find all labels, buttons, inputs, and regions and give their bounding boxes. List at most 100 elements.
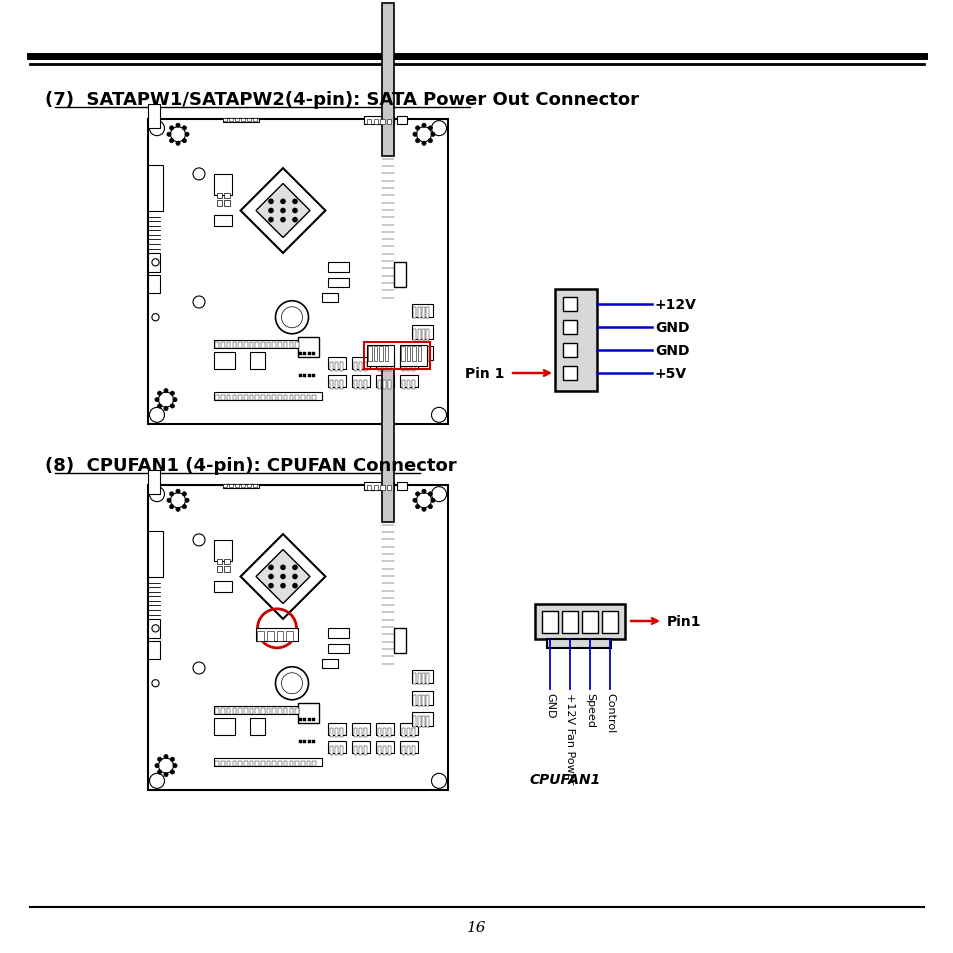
Bar [290, 760, 293, 766]
Bar [241, 485, 244, 488]
Text: 16: 16 [467, 920, 486, 934]
Bar [148, 470, 160, 495]
Bar [213, 215, 232, 227]
Bar [335, 363, 338, 372]
Bar [364, 482, 394, 490]
Bar [367, 120, 371, 126]
Bar [601, 612, 618, 634]
Bar [233, 343, 236, 349]
Bar [417, 330, 420, 340]
Circle shape [193, 296, 205, 309]
Bar [412, 728, 415, 737]
Bar [213, 581, 232, 592]
Bar [261, 708, 264, 715]
Bar [223, 119, 227, 122]
Bar [426, 308, 429, 319]
Bar [233, 760, 236, 766]
Bar [359, 381, 362, 390]
Text: Pin 1: Pin 1 [464, 367, 504, 380]
Circle shape [281, 673, 302, 694]
Circle shape [164, 773, 168, 777]
Bar [250, 353, 265, 370]
Bar [383, 381, 386, 390]
Bar [253, 485, 256, 488]
Circle shape [154, 398, 159, 402]
Circle shape [154, 763, 159, 768]
Bar [354, 381, 357, 390]
Circle shape [421, 508, 426, 512]
Bar [312, 719, 314, 721]
Bar [399, 345, 427, 367]
Bar [402, 363, 405, 372]
Circle shape [182, 127, 186, 131]
Circle shape [413, 498, 416, 503]
Bar [148, 640, 160, 659]
Bar [290, 395, 293, 401]
Circle shape [280, 566, 285, 570]
Bar [213, 174, 232, 196]
Text: +12V: +12V [655, 297, 696, 312]
Text: GND: GND [544, 692, 555, 718]
Bar [388, 728, 391, 737]
Bar [322, 294, 338, 303]
Bar [261, 760, 264, 766]
Bar [250, 395, 253, 401]
Bar [224, 201, 230, 207]
Bar [290, 343, 293, 349]
Bar [339, 363, 343, 372]
Bar [426, 695, 429, 706]
Bar [328, 629, 349, 638]
Text: GND: GND [655, 344, 689, 357]
Circle shape [150, 408, 164, 423]
Bar [354, 746, 357, 755]
Text: (7)  SATAPW1/SATAPW2(4-pin): SATA Power Out Connector: (7) SATAPW1/SATAPW2(4-pin): SATA Power O… [45, 91, 639, 109]
Bar [562, 297, 577, 312]
Circle shape [293, 575, 296, 579]
Bar [426, 351, 429, 361]
Bar [562, 367, 577, 380]
Circle shape [172, 763, 177, 768]
Bar [388, 746, 391, 755]
Bar [339, 381, 343, 390]
Bar [216, 559, 222, 565]
Bar [295, 395, 298, 401]
Circle shape [275, 301, 308, 335]
Bar [255, 760, 258, 766]
Circle shape [293, 209, 296, 213]
Circle shape [416, 494, 431, 508]
Bar [381, 4, 394, 156]
Bar [278, 760, 281, 766]
Bar [407, 746, 410, 755]
Bar [380, 485, 384, 491]
Bar [555, 290, 597, 392]
Bar [384, 347, 388, 362]
Bar [417, 347, 421, 362]
Circle shape [164, 755, 168, 759]
Bar [297, 337, 318, 357]
Bar [244, 708, 248, 715]
Text: CPUFAN1: CPUFAN1 [530, 772, 600, 786]
Bar [307, 740, 311, 743]
Circle shape [175, 124, 180, 129]
Bar [273, 343, 275, 349]
Circle shape [421, 124, 426, 129]
Circle shape [157, 404, 162, 409]
Bar [250, 719, 265, 736]
Circle shape [185, 133, 189, 137]
Bar [330, 363, 333, 372]
Bar [229, 119, 233, 122]
Bar [374, 485, 377, 491]
Bar [247, 485, 251, 488]
Bar [328, 375, 346, 388]
Circle shape [152, 679, 159, 687]
Bar [255, 708, 258, 715]
Bar [223, 485, 258, 489]
Bar [426, 717, 429, 727]
Circle shape [182, 505, 186, 509]
Circle shape [431, 133, 435, 137]
Bar [421, 351, 424, 361]
Circle shape [164, 407, 168, 412]
Bar [247, 119, 251, 122]
Bar [244, 343, 248, 349]
Bar [375, 357, 394, 370]
